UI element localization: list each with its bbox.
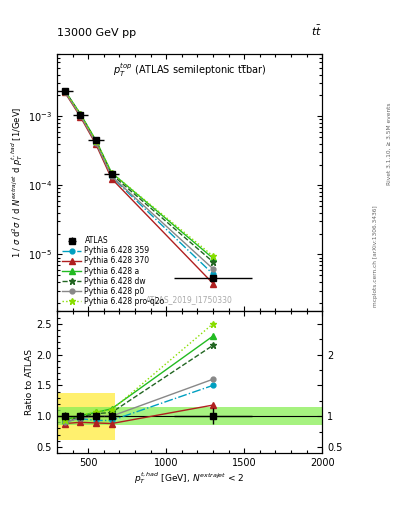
Pythia 6.428 359 (109, 174, 114, 180)
Pythia 6.428 359 (211, 271, 215, 277)
Pythia 6.428 359 (78, 112, 83, 118)
Line: Pythia 6.428 dw: Pythia 6.428 dw (61, 88, 217, 265)
Line: Pythia 6.428 pro-q2o: Pythia 6.428 pro-q2o (61, 88, 217, 260)
Y-axis label: Ratio to ATLAS: Ratio to ATLAS (25, 349, 34, 415)
Pythia 6.428 dw (109, 172, 114, 178)
Pythia 6.428 p0 (94, 140, 98, 146)
Pythia 6.428 p0 (211, 266, 215, 272)
Pythia 6.428 p0 (62, 89, 67, 95)
Pythia 6.428 pro-q2o (109, 169, 114, 176)
Pythia 6.428 370 (94, 141, 98, 147)
Text: $t\bar{t}$: $t\bar{t}$ (311, 24, 322, 38)
Pythia 6.428 dw (78, 112, 83, 118)
Line: Pythia 6.428 a: Pythia 6.428 a (62, 88, 216, 262)
Pythia 6.428 p0 (78, 113, 83, 119)
Pythia 6.428 359 (94, 140, 98, 146)
Pythia 6.428 370 (62, 89, 67, 95)
Pythia 6.428 dw (94, 138, 98, 144)
Pythia 6.428 pro-q2o (78, 111, 83, 117)
Pythia 6.428 359 (62, 89, 67, 95)
Pythia 6.428 pro-q2o (94, 138, 98, 144)
Text: ATLAS_2019_I1750330: ATLAS_2019_I1750330 (146, 295, 233, 304)
Pythia 6.428 pro-q2o (62, 88, 67, 94)
Pythia 6.428 a (78, 111, 83, 117)
Legend: ATLAS, Pythia 6.428 359, Pythia 6.428 370, Pythia 6.428 a, Pythia 6.428 dw, Pyth: ATLAS, Pythia 6.428 359, Pythia 6.428 37… (61, 234, 166, 308)
Pythia 6.428 pro-q2o (211, 253, 215, 259)
Text: Rivet 3.1.10, ≥ 3.5M events: Rivet 3.1.10, ≥ 3.5M events (387, 102, 391, 185)
Pythia 6.428 a (211, 255, 215, 261)
Pythia 6.428 dw (211, 259, 215, 265)
Text: mcplots.cern.ch [arXiv:1306.3436]: mcplots.cern.ch [arXiv:1306.3436] (373, 205, 378, 307)
Line: Pythia 6.428 359: Pythia 6.428 359 (62, 89, 215, 276)
X-axis label: $p_T^{t,had}$ [GeV], $N^{extra jet}$ < 2: $p_T^{t,had}$ [GeV], $N^{extra jet}$ < 2 (134, 471, 245, 486)
Text: $p_T^{top}$ (ATLAS semileptonic tt̅bar): $p_T^{top}$ (ATLAS semileptonic tt̅bar) (113, 61, 266, 79)
Pythia 6.428 370 (211, 281, 215, 287)
Pythia 6.428 370 (109, 176, 114, 182)
Line: Pythia 6.428 p0: Pythia 6.428 p0 (62, 89, 215, 271)
Pythia 6.428 a (94, 137, 98, 143)
Pythia 6.428 dw (62, 88, 67, 94)
Text: 13000 GeV pp: 13000 GeV pp (57, 28, 136, 38)
Y-axis label: 1 / $\sigma$ d$^2\sigma$ / d $N^{extrajet}$ d $p_T^{t,had}$ [1/GeV]: 1 / $\sigma$ d$^2\sigma$ / d $N^{extraje… (9, 107, 25, 258)
Line: Pythia 6.428 370: Pythia 6.428 370 (62, 89, 216, 287)
Pythia 6.428 370 (78, 114, 83, 120)
Pythia 6.428 a (62, 88, 67, 94)
Pythia 6.428 p0 (109, 173, 114, 179)
Pythia 6.428 a (109, 169, 114, 176)
